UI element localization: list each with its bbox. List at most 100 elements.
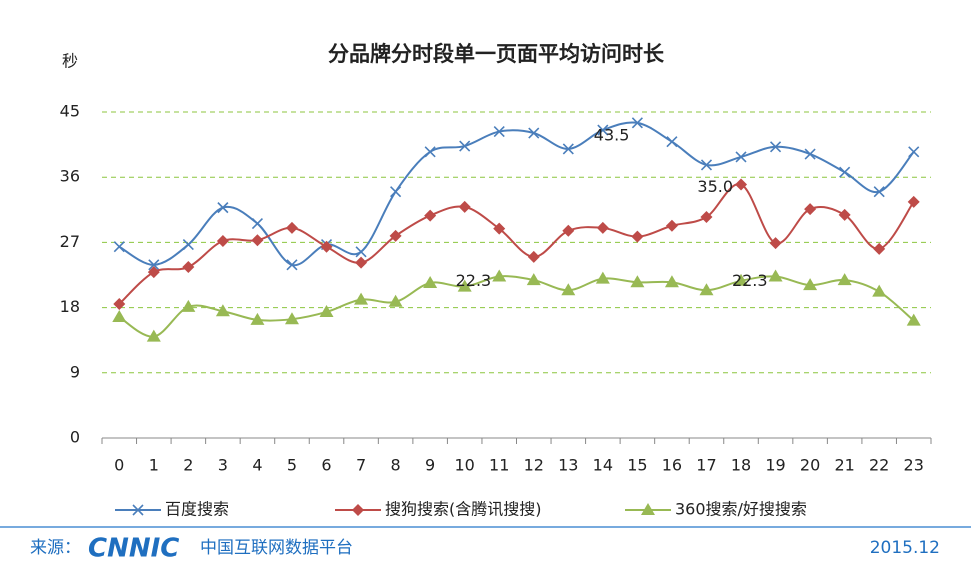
point: [388, 294, 403, 307]
point: [839, 166, 851, 178]
legend-label: 百度搜索: [165, 500, 229, 519]
legend-marker: [641, 503, 655, 515]
legend-marker: [352, 504, 364, 516]
point: [596, 221, 609, 234]
point: [113, 241, 125, 253]
point: [804, 203, 817, 216]
point: [493, 125, 505, 138]
y-tick-label: 18: [60, 297, 80, 316]
x-tick-label: 9: [425, 456, 435, 475]
x-tick-label: 20: [800, 456, 820, 475]
point: [251, 217, 264, 230]
point: [907, 195, 920, 208]
point: [768, 269, 783, 282]
point: [390, 186, 402, 198]
series-line: [118, 121, 915, 267]
point: [873, 242, 886, 255]
x-tick-label: 22: [869, 456, 889, 475]
point: [493, 222, 506, 235]
x-tick-label: 11: [489, 456, 509, 475]
x-tick-label: 19: [765, 456, 785, 475]
y-tick-label: 45: [60, 102, 80, 121]
data-label: 43.5: [594, 125, 630, 144]
logo: CNNIC: [88, 534, 179, 564]
point: [526, 273, 541, 286]
legend-marker: [132, 504, 144, 516]
point: [182, 239, 194, 251]
point: [630, 275, 645, 288]
point: [700, 211, 713, 224]
point: [181, 299, 196, 312]
point: [459, 140, 471, 152]
point: [734, 273, 749, 286]
x-tick-label: 13: [558, 456, 578, 475]
x-tick-label: 0: [114, 456, 124, 475]
point: [803, 278, 818, 291]
x-tick-label: 4: [252, 456, 262, 475]
point: [458, 200, 471, 213]
series-line: [118, 275, 915, 338]
y-tick-label: 0: [70, 428, 80, 447]
point: [527, 250, 540, 263]
point: [631, 117, 643, 129]
point: [700, 159, 713, 171]
point: [804, 148, 816, 160]
point: [631, 230, 644, 243]
point: [595, 271, 610, 284]
point: [665, 219, 678, 232]
point: [284, 312, 299, 325]
data-label: 35.0: [697, 177, 733, 196]
point: [250, 312, 265, 325]
point: [389, 229, 402, 242]
point: [424, 209, 437, 222]
point: [354, 292, 369, 305]
point: [562, 224, 575, 237]
point: [355, 246, 367, 258]
point: [113, 297, 126, 310]
platform: 中国互联网数据平台: [200, 538, 353, 558]
x-tick-label: 17: [696, 456, 716, 475]
point: [215, 304, 230, 317]
x-tick-label: 10: [455, 456, 475, 475]
x-tick-label: 15: [627, 456, 647, 475]
data-label: 22.3: [456, 271, 492, 290]
point: [285, 221, 298, 234]
x-tick-label: 23: [904, 456, 924, 475]
point: [837, 273, 852, 286]
series-line: [118, 183, 915, 305]
x-tick-label: 6: [321, 456, 331, 475]
x-tick-label: 18: [731, 456, 751, 475]
point: [908, 146, 920, 158]
point: [838, 208, 851, 221]
point: [146, 329, 161, 342]
point: [561, 283, 576, 296]
point: [457, 279, 472, 292]
point: [666, 136, 678, 148]
source-label: 来源：: [30, 538, 81, 558]
point: [528, 127, 540, 139]
point: [664, 275, 679, 288]
x-tick-label: 5: [287, 456, 297, 475]
point: [424, 146, 436, 158]
point: [873, 186, 885, 198]
y-axis-label: 秒: [62, 52, 78, 71]
point: [112, 310, 127, 323]
x-tick-label: 12: [524, 456, 544, 475]
point: [597, 124, 609, 136]
point: [148, 259, 160, 271]
x-tick-label: 2: [183, 456, 193, 475]
point: [872, 284, 887, 297]
point: [320, 240, 333, 253]
point: [182, 261, 195, 274]
y-tick-label: 9: [70, 362, 80, 381]
x-tick-label: 21: [834, 456, 854, 475]
date: 2015.12: [870, 538, 940, 558]
legend-label: 360搜索/好搜搜索: [675, 500, 807, 519]
point: [906, 313, 921, 326]
point: [251, 234, 264, 247]
legend-label: 搜狗搜索(含腾讯搜搜): [385, 500, 542, 519]
x-tick-label: 16: [662, 456, 682, 475]
point: [562, 143, 574, 155]
x-tick-label: 3: [218, 456, 228, 475]
